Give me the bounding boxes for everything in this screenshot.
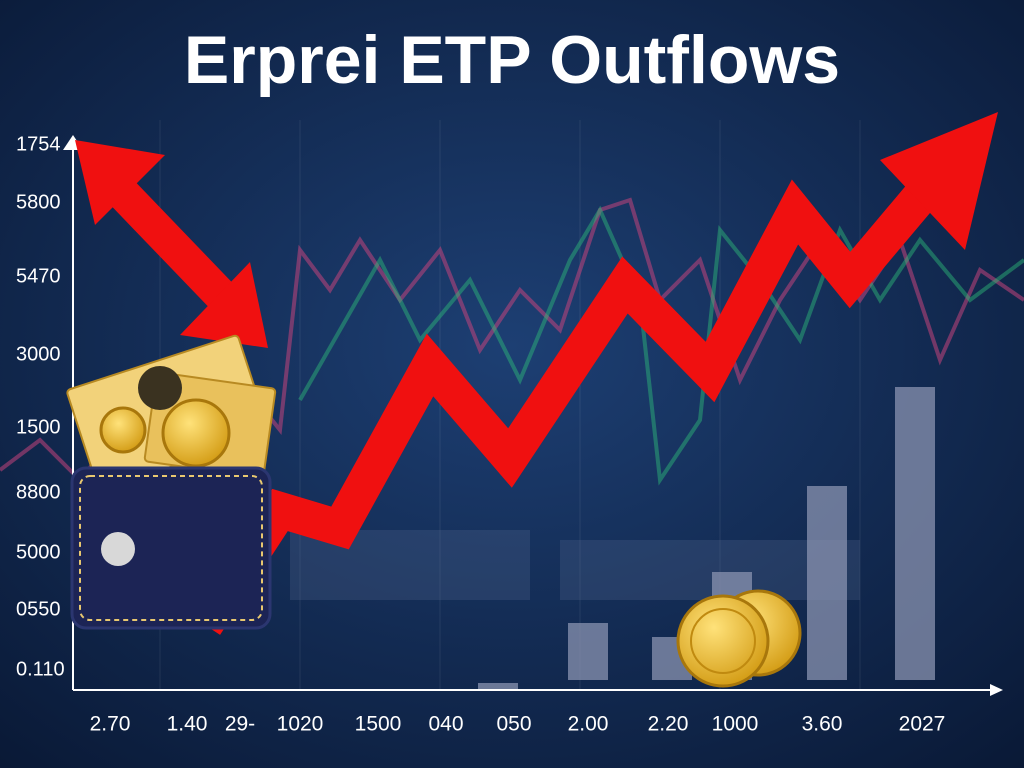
x-axis-arrow	[990, 684, 1003, 696]
x-axis-labels: 2.70 1.40 29- 1020 1500 040 050 2.00 2.20 1000 3.6…	[90, 713, 946, 736]
x-axis-label: 1.40	[167, 713, 208, 736]
background-volume	[290, 530, 860, 600]
y-axis-label: 1500	[16, 416, 61, 438]
x-axis-label: 29-	[225, 713, 255, 736]
wallet	[70, 466, 272, 630]
x-axis-label: 1500	[355, 713, 402, 736]
x-axis-label: 050	[496, 713, 531, 736]
title: Erprei ETP Outflows	[184, 22, 840, 98]
y-axis-label: 3000	[16, 343, 61, 365]
x-axis-label: 2.00	[568, 713, 609, 736]
cash-stack	[66, 334, 277, 491]
x-axis-label: 3.60	[802, 713, 843, 736]
x-axis-label: 2027	[899, 713, 946, 736]
x-axis-label: 2.70	[90, 713, 131, 736]
x-axis-label: 2.20	[648, 713, 689, 736]
y-axis-label: 0550	[16, 598, 61, 620]
y-axis-labels: 1754 5800 5470 3000 1500 8800 5000 0550 0.110	[16, 133, 65, 680]
x-axis-label: 1020	[277, 713, 324, 736]
x-axis-label: 040	[428, 713, 463, 736]
y-axis-label: 0.110	[16, 658, 65, 680]
gold-coins	[676, 589, 802, 688]
x-axis-label: 1000	[712, 713, 759, 736]
y-axis-label: 5800	[16, 191, 61, 213]
y-axis-label: 5000	[16, 541, 61, 563]
background-line	[298, 205, 1024, 486]
y-axis-label: 5470	[16, 265, 61, 287]
double-arrow	[75, 140, 268, 348]
y-axis-label: 1754	[16, 133, 61, 155]
trend-arrow	[189, 112, 998, 635]
y-axis-label: 8800	[16, 481, 61, 503]
